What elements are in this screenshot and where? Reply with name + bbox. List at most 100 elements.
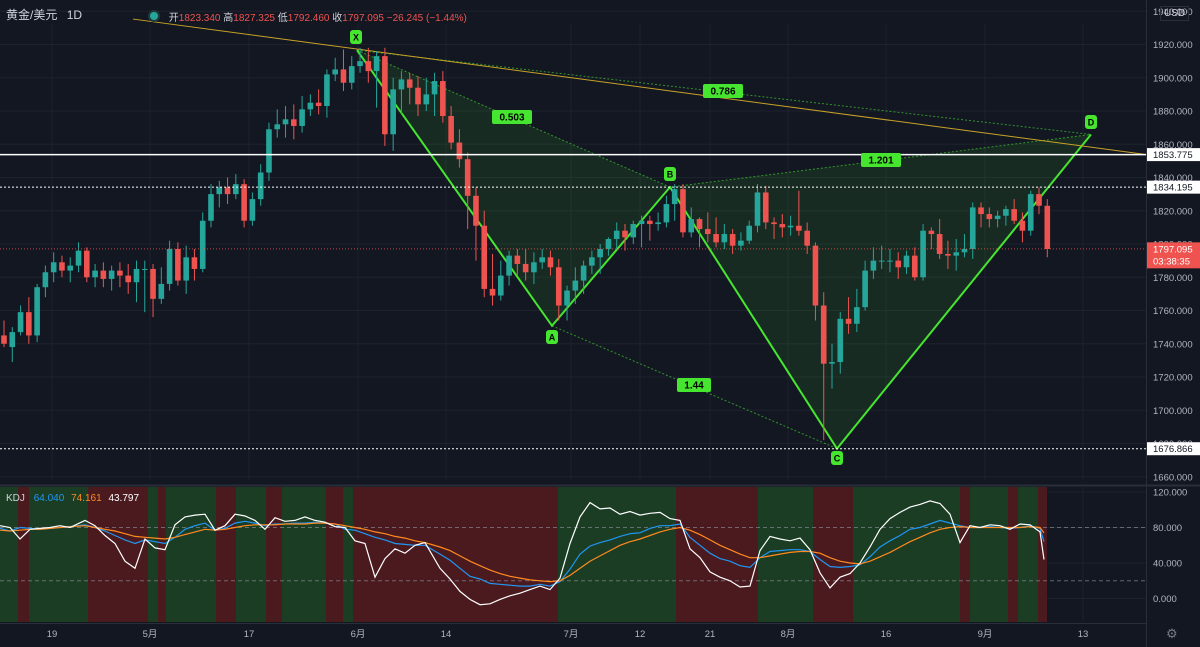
candle-body: [108, 270, 115, 279]
pattern-ratio-badge: [677, 378, 711, 392]
candle-body: [464, 159, 471, 196]
symbol-header[interactable]: 黄金/美元 1D: [6, 6, 82, 23]
change-value: −26.245: [386, 13, 424, 24]
price-badge: [1147, 242, 1200, 269]
kdj-zone-bear: [353, 487, 558, 622]
pattern-ratio-line: [356, 49, 671, 188]
candle-body: [34, 287, 40, 336]
status-dot-icon[interactable]: [148, 10, 160, 22]
candle-body: [762, 192, 769, 223]
candle-body: [175, 248, 181, 281]
kdj-zone-bear: [88, 487, 148, 622]
price-badge: [1147, 180, 1200, 194]
kdj-name: KDJ: [6, 493, 25, 504]
candle-body: [498, 275, 504, 296]
kdj-zone-bull: [236, 487, 266, 622]
pattern-point-label: X: [353, 33, 359, 43]
price-tick-label: 1940.000: [1153, 7, 1193, 18]
time-tick-label: 17: [244, 629, 255, 640]
open-label: 开: [168, 13, 179, 24]
kdj-zone-bull: [282, 487, 326, 622]
price-tick-label: 1880.000: [1153, 107, 1193, 118]
candle-body: [1027, 194, 1034, 231]
candle-body: [324, 74, 330, 107]
candle-body: [597, 248, 603, 258]
candle-body: [994, 215, 1001, 220]
candle-body: [92, 270, 98, 278]
candle-body: [348, 66, 355, 83]
price-badge-label: 1834.195: [1153, 183, 1193, 194]
price-badge-label: 1853.775: [1153, 150, 1193, 161]
kdj-lines: [0, 500, 1045, 606]
symbol-name[interactable]: 黄金/美元: [6, 8, 58, 22]
candle-body: [779, 224, 786, 228]
candle-body: [1019, 220, 1026, 231]
kdj-zone-bear: [676, 487, 758, 622]
candle-body: [978, 207, 984, 215]
candle-body: [415, 87, 421, 105]
candle-body: [829, 362, 835, 364]
candle-body: [986, 214, 993, 220]
candle-body: [522, 263, 529, 273]
candle-body: [233, 184, 239, 195]
kdj-tick-label: 80.000: [1153, 523, 1182, 534]
candle-body: [663, 204, 670, 223]
pattern-ratio-label: 0.503: [499, 113, 524, 124]
candle-body: [9, 332, 16, 348]
candle-body: [249, 199, 256, 221]
candle-body: [580, 265, 587, 281]
candle-body: [961, 248, 968, 253]
time-tick-label: 9月: [978, 629, 993, 640]
candle-body: [738, 240, 744, 246]
candle-body: [473, 195, 479, 226]
candle-body: [125, 275, 131, 283]
high-value: 1827.325: [233, 13, 275, 24]
kdj-zone-bull: [0, 487, 18, 622]
candle-body: [257, 172, 264, 200]
price-tick-label: 1740.000: [1153, 339, 1193, 350]
candle-body: [729, 234, 736, 246]
candle-body: [936, 234, 943, 254]
candle-body: [340, 69, 347, 83]
candle-body: [920, 230, 926, 278]
candle-body: [647, 220, 653, 225]
candle-body: [887, 260, 893, 262]
kdj-legend[interactable]: KDJ 64.040 74.161 43.797: [6, 493, 139, 504]
candle-body: [1003, 209, 1009, 216]
candle-body: [862, 270, 868, 308]
candle-body: [216, 187, 223, 195]
candle-body: [531, 262, 537, 273]
candle-body: [241, 184, 247, 221]
candle-body: [613, 230, 620, 240]
candle-body: [307, 102, 314, 110]
change-percent: (−1.44%): [426, 13, 467, 24]
candle-body: [456, 142, 463, 160]
pattern-ratio-label: 1.201: [868, 156, 893, 167]
candle-body: [605, 239, 612, 249]
kdj-zone-bull: [343, 487, 353, 622]
candle-body: [812, 245, 819, 306]
currency-button[interactable]: USD: [1160, 6, 1190, 21]
kdj-zone-bear: [1008, 487, 1018, 622]
candle-body: [771, 222, 777, 225]
candle-body: [332, 69, 338, 75]
candle-body: [796, 225, 802, 231]
time-tick-label: 16: [881, 629, 892, 640]
trend-line: [132, 18, 1147, 156]
candle-body: [50, 262, 57, 273]
low-label: 低: [277, 13, 288, 24]
interval-label[interactable]: 1D: [66, 8, 83, 22]
settings-gear-icon[interactable]: ⚙: [1166, 626, 1178, 641]
kdj-zone-bear: [158, 487, 166, 622]
ohlc-legend: 开1823.340 高1827.325 低1792.460 收1797.095 …: [148, 9, 467, 24]
candle-body: [514, 255, 521, 264]
kdj-zone-bear: [266, 487, 282, 622]
price-tick-label: 1860.000: [1153, 140, 1193, 151]
candle-body: [357, 61, 363, 67]
candle-body: [878, 260, 885, 262]
candle-body: [166, 248, 173, 284]
kdj-zone-bull: [148, 487, 158, 622]
candle-body: [59, 262, 65, 271]
pattern-ratio-badge: [492, 110, 532, 124]
